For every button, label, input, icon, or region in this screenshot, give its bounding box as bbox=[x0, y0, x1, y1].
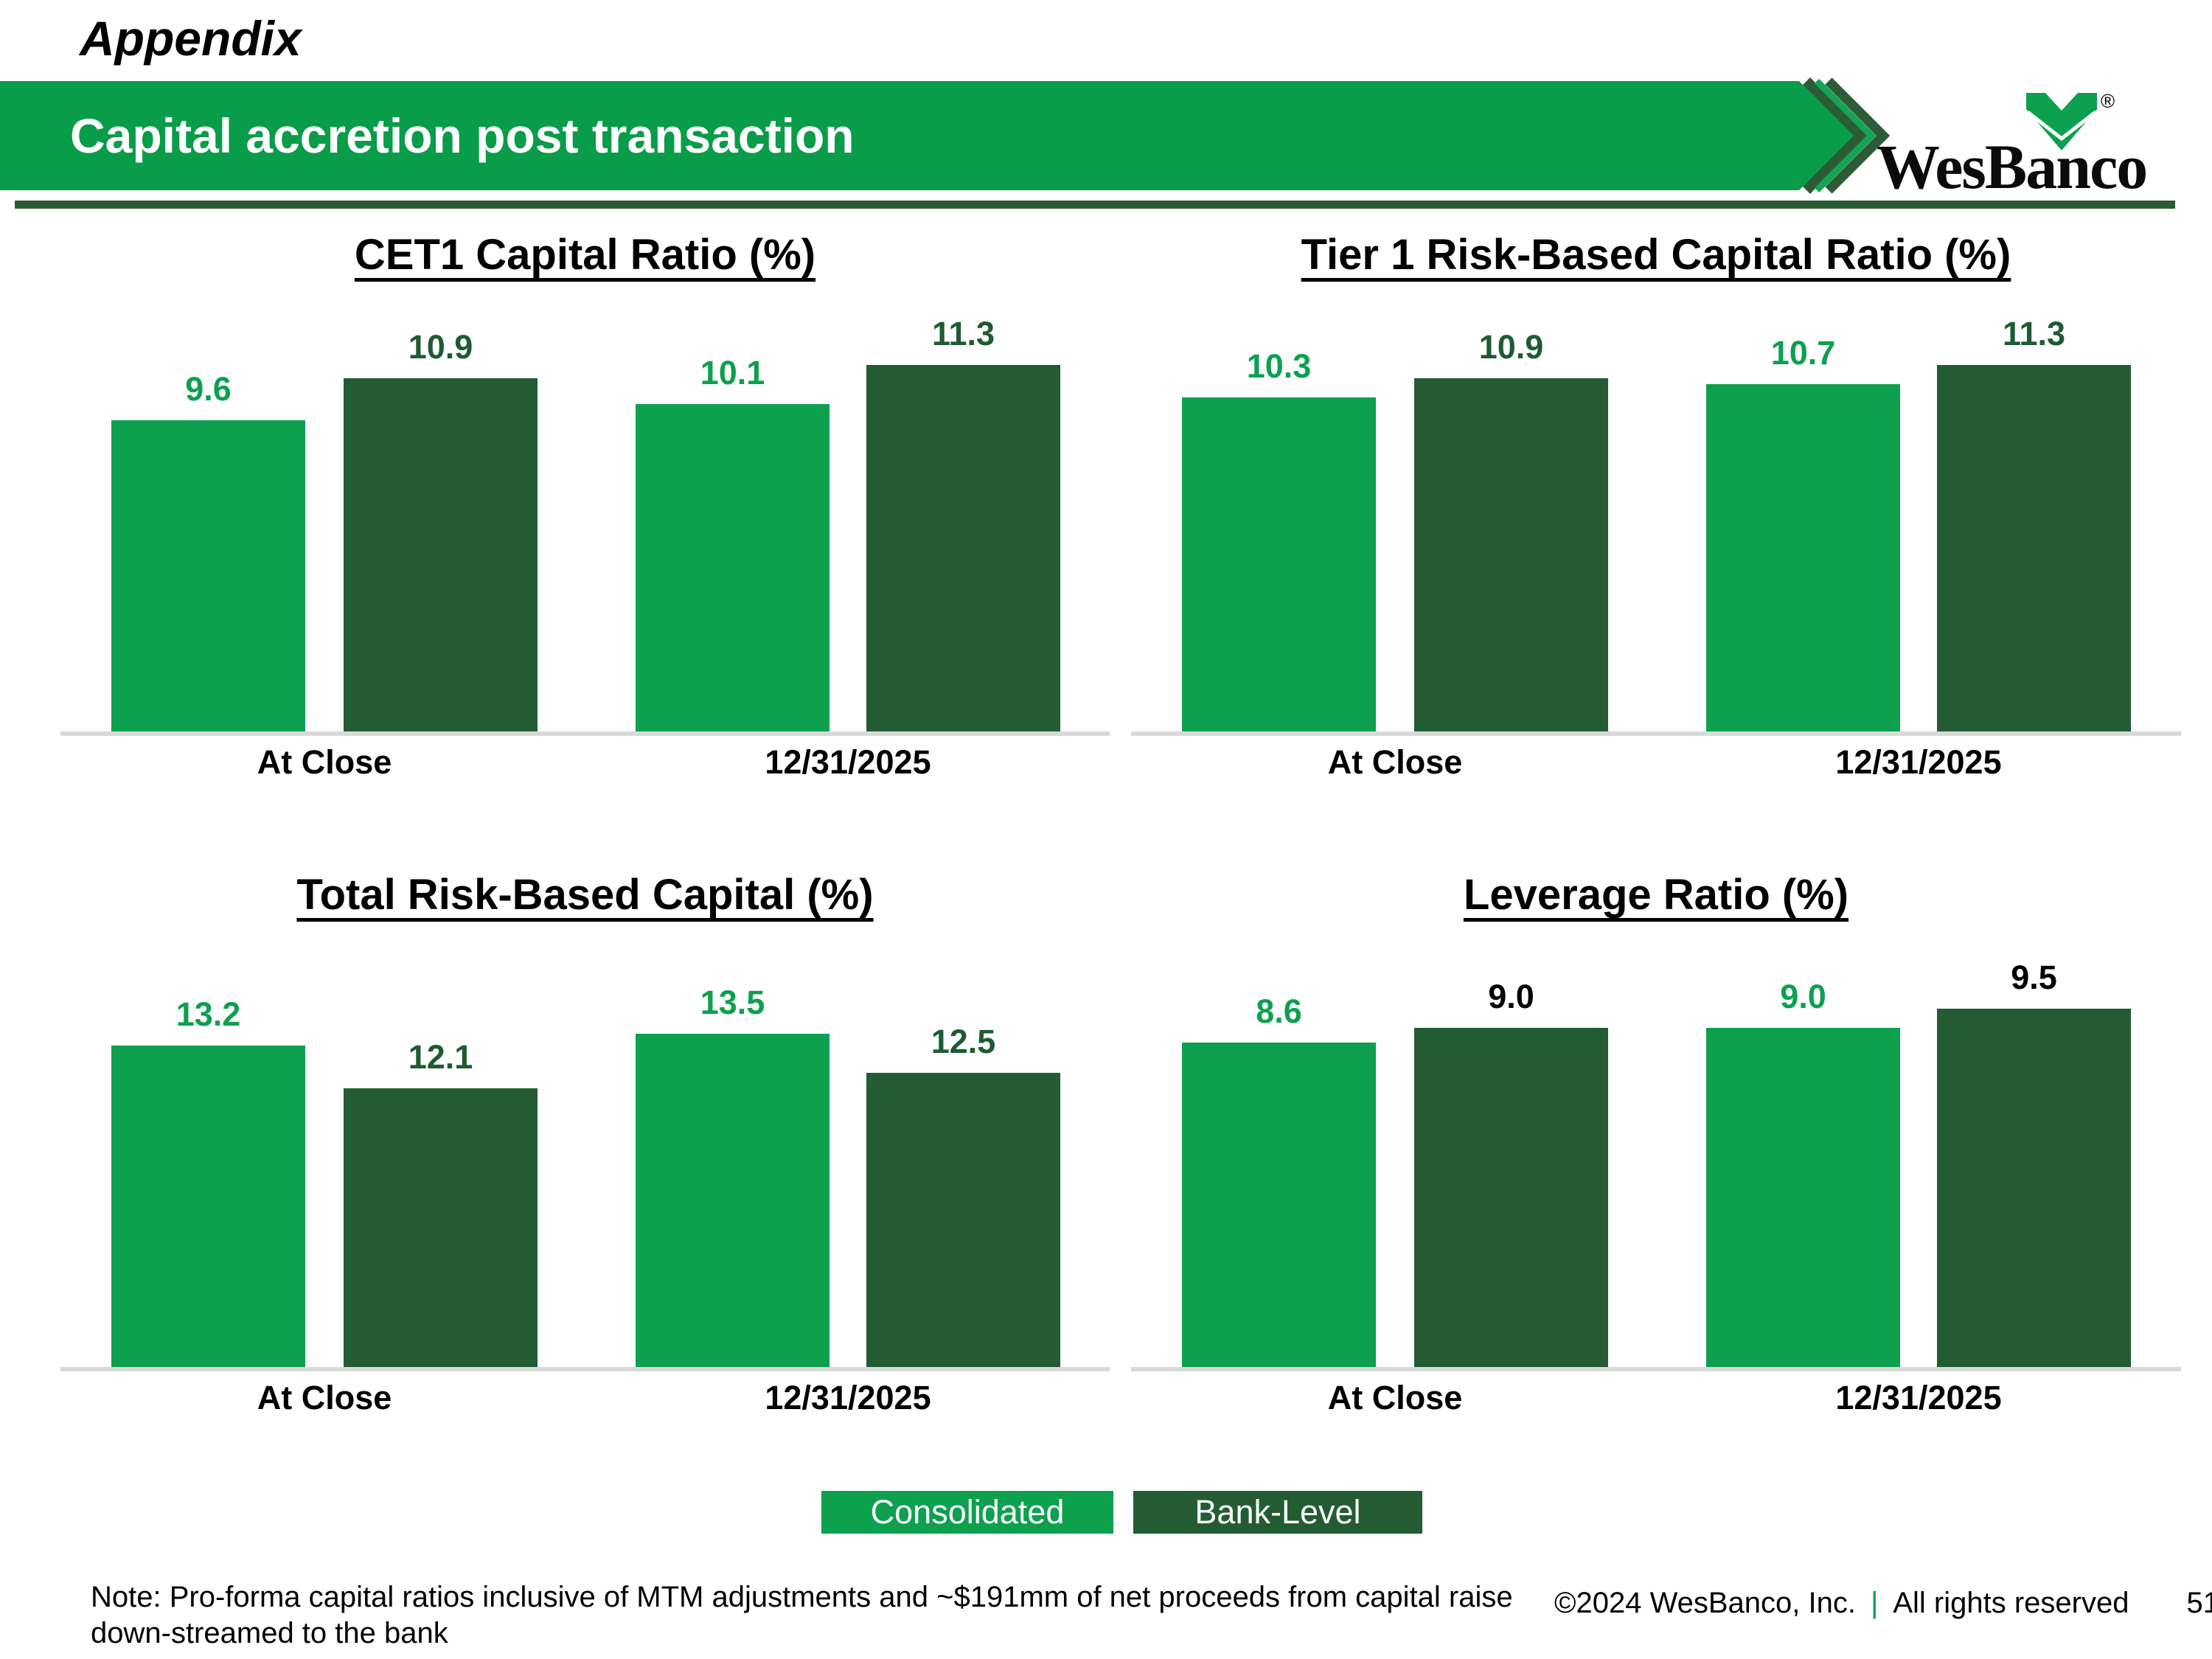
bar-value-label: 9.0 bbox=[1780, 978, 1826, 1015]
legend-consolidated: Consolidated bbox=[821, 1491, 1113, 1534]
bar-value-label: 10.1 bbox=[700, 354, 765, 392]
axis-label-12-31-2025: 12/31/2025 bbox=[765, 1379, 931, 1416]
bar-bank-level-at-close bbox=[344, 1088, 538, 1367]
footnote: Note: Pro-forma capital ratios inclusive… bbox=[91, 1581, 1513, 1649]
chart-plot-area: 10.3 10.9 At Close 10.7 11.3 12/31/2025 bbox=[1131, 311, 2181, 781]
logo-text: WesBanco bbox=[1877, 131, 2148, 202]
bar-bank-level-12-31-2025 bbox=[866, 1073, 1060, 1367]
bar-bank-level-12-31-2025 bbox=[1937, 365, 2131, 731]
registered-mark: ® bbox=[2101, 90, 2115, 112]
bar-value-label: 9.0 bbox=[1488, 978, 1534, 1015]
axis-label-at-close: At Close bbox=[1327, 743, 1463, 781]
bar-value-label: 13.2 bbox=[175, 995, 241, 1033]
axis-label-12-31-2025: 12/31/2025 bbox=[1835, 743, 2002, 781]
chart-title: Total Risk-Based Capital (%) bbox=[60, 870, 1110, 919]
axis-label-12-31-2025: 12/31/2025 bbox=[765, 743, 931, 781]
bar-value-label: 9.6 bbox=[185, 370, 232, 408]
title-banner: Capital accretion post transaction bbox=[0, 81, 1799, 190]
bar-value-label: 10.3 bbox=[1246, 347, 1312, 385]
legend-bank-level: Bank-Level bbox=[1133, 1491, 1422, 1534]
chart-title: Leverage Ratio (%) bbox=[1131, 870, 2181, 919]
chart-title-text: Total Risk-Based Capital (%) bbox=[296, 871, 874, 919]
bar-bank-level-12-31-2025 bbox=[866, 365, 1060, 731]
chart-title: CET1 Capital Ratio (%) bbox=[60, 230, 1110, 279]
bar-value-label: 8.6 bbox=[1256, 992, 1302, 1030]
chart-title: Tier 1 Risk-Based Capital Ratio (%) bbox=[1131, 230, 2181, 279]
chart-title-text: Leverage Ratio (%) bbox=[1463, 871, 1849, 919]
chart-plot-area: 9.6 10.9 At Close 10.1 11.3 12/31/2025 bbox=[60, 311, 1110, 781]
bar-value-label: 10.9 bbox=[1478, 328, 1544, 366]
bar-consolidated-12-31-2025 bbox=[1706, 384, 1900, 731]
bar-consolidated-at-close bbox=[111, 1046, 305, 1367]
bar-value-label: 12.1 bbox=[408, 1038, 473, 1076]
bar-value-label: 9.5 bbox=[2011, 959, 2057, 996]
bar-consolidated-at-close bbox=[111, 420, 305, 731]
chart-plot-area: 8.6 9.0 At Close 9.0 9.5 12/31/2025 bbox=[1131, 947, 2181, 1416]
bar-consolidated-at-close bbox=[1182, 1043, 1376, 1367]
bar-bank-level-at-close bbox=[344, 378, 538, 731]
footer: ©2024 WesBanco, Inc. | All rights reserved… bbox=[1554, 1587, 2212, 1620]
appendix-eyebrow: Appendix bbox=[80, 11, 302, 66]
bar-consolidated-12-31-2025 bbox=[636, 404, 830, 731]
wesbanco-w-icon bbox=[2026, 93, 2097, 150]
chart-title-text: CET1 Capital Ratio (%) bbox=[354, 231, 816, 279]
wesbanco-logo: ® WesBanco bbox=[1877, 88, 2186, 202]
bar-value-label: 13.5 bbox=[700, 984, 765, 1021]
header-rule bbox=[15, 201, 2175, 209]
bar-bank-level-at-close bbox=[1414, 378, 1608, 731]
bar-value-label: 10.7 bbox=[1770, 334, 1836, 372]
footer-separator: | bbox=[1870, 1587, 1879, 1619]
bar-value-label: 12.5 bbox=[931, 1023, 996, 1060]
copyright-text: ©2024 WesBanco, Inc. bbox=[1554, 1587, 1856, 1619]
bar-consolidated-at-close bbox=[1182, 397, 1376, 731]
chart-plot-area: 13.2 12.1 At Close 13.5 12.5 12/31/2025 bbox=[60, 947, 1110, 1416]
axis-label-12-31-2025: 12/31/2025 bbox=[1835, 1379, 2002, 1416]
banner-arrow-icon bbox=[1799, 77, 1891, 194]
bar-value-label: 11.3 bbox=[931, 315, 995, 352]
bar-consolidated-12-31-2025 bbox=[1706, 1028, 1900, 1367]
axis-label-at-close: At Close bbox=[257, 1379, 392, 1416]
bar-value-label: 10.9 bbox=[408, 328, 473, 366]
slide-title: Capital accretion post transaction bbox=[70, 108, 855, 163]
bar-bank-level-at-close bbox=[1414, 1028, 1608, 1367]
chart-title-text: Tier 1 Risk-Based Capital Ratio (%) bbox=[1301, 231, 2011, 279]
rights-text: All rights reserved bbox=[1893, 1587, 2129, 1619]
bar-value-label: 11.3 bbox=[2002, 315, 2066, 352]
bar-bank-level-12-31-2025 bbox=[1937, 1009, 2131, 1367]
page-number: 51 bbox=[2186, 1587, 2212, 1619]
bar-consolidated-12-31-2025 bbox=[636, 1034, 830, 1367]
axis-label-at-close: At Close bbox=[257, 743, 392, 781]
axis-label-at-close: At Close bbox=[1327, 1379, 1463, 1416]
